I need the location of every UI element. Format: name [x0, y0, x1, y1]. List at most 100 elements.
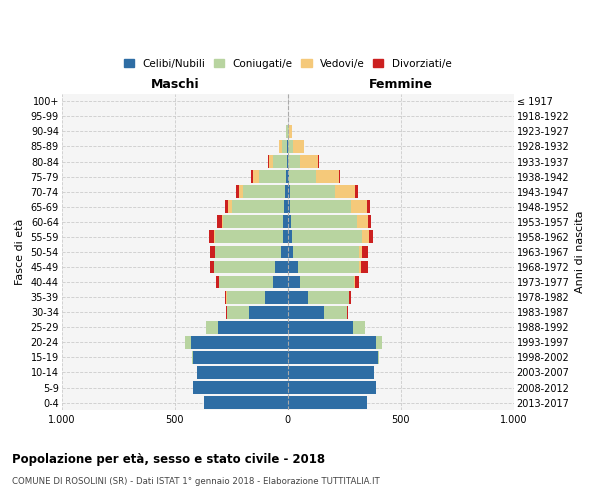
- Bar: [191, 351, 193, 364]
- Bar: [289, 125, 292, 138]
- Bar: [288, 290, 308, 304]
- Bar: [251, 170, 253, 183]
- Bar: [218, 321, 288, 334]
- Bar: [293, 246, 359, 258]
- Bar: [291, 216, 356, 228]
- Bar: [215, 246, 281, 258]
- Bar: [376, 336, 382, 348]
- Bar: [353, 321, 365, 334]
- Bar: [253, 170, 259, 183]
- Bar: [362, 246, 368, 258]
- Bar: [285, 185, 288, 198]
- Bar: [204, 396, 288, 409]
- Text: Femmine: Femmine: [369, 78, 433, 92]
- Bar: [239, 185, 243, 198]
- Bar: [288, 170, 289, 183]
- Bar: [250, 306, 288, 318]
- Bar: [275, 260, 288, 274]
- Bar: [286, 170, 288, 183]
- Bar: [214, 230, 215, 243]
- Bar: [273, 276, 288, 288]
- Bar: [378, 351, 379, 364]
- Bar: [338, 170, 340, 183]
- Bar: [288, 276, 300, 288]
- Bar: [288, 230, 292, 243]
- Bar: [300, 155, 318, 168]
- Bar: [308, 290, 349, 304]
- Bar: [288, 366, 374, 379]
- Bar: [290, 200, 352, 213]
- Bar: [292, 230, 362, 243]
- Bar: [219, 276, 273, 288]
- Bar: [215, 230, 283, 243]
- Bar: [281, 246, 288, 258]
- Bar: [193, 381, 288, 394]
- Text: Popolazione per età, sesso e stato civile - 2018: Popolazione per età, sesso e stato civil…: [12, 452, 325, 466]
- Bar: [224, 290, 226, 304]
- Bar: [288, 185, 290, 198]
- Bar: [209, 230, 214, 243]
- Bar: [288, 336, 376, 348]
- Bar: [259, 170, 286, 183]
- Y-axis label: Fasce di età: Fasce di età: [15, 218, 25, 285]
- Bar: [298, 260, 359, 274]
- Text: COMUNE DI ROSOLINI (SR) - Dati ISTAT 1° gennaio 2018 - Elaborazione TUTTITALIA.I: COMUNE DI ROSOLINI (SR) - Dati ISTAT 1° …: [12, 478, 380, 486]
- Bar: [269, 155, 273, 168]
- Bar: [268, 155, 269, 168]
- Bar: [288, 321, 353, 334]
- Bar: [288, 246, 293, 258]
- Bar: [281, 140, 287, 153]
- Bar: [335, 185, 355, 198]
- Bar: [216, 276, 218, 288]
- Bar: [288, 155, 289, 168]
- Bar: [193, 351, 288, 364]
- Bar: [232, 200, 284, 213]
- Bar: [355, 185, 358, 198]
- Bar: [226, 306, 227, 318]
- Bar: [287, 155, 288, 168]
- Bar: [288, 140, 293, 153]
- Bar: [227, 290, 265, 304]
- Bar: [265, 290, 288, 304]
- Bar: [210, 260, 214, 274]
- Bar: [359, 260, 361, 274]
- Bar: [284, 200, 288, 213]
- Bar: [288, 125, 289, 138]
- Bar: [359, 246, 362, 258]
- Text: Maschi: Maschi: [151, 78, 199, 92]
- Bar: [367, 200, 370, 213]
- Bar: [288, 381, 376, 394]
- Bar: [356, 216, 368, 228]
- Bar: [362, 230, 368, 243]
- Bar: [347, 306, 348, 318]
- Bar: [289, 155, 300, 168]
- Bar: [288, 306, 324, 318]
- Bar: [288, 216, 291, 228]
- Bar: [191, 336, 288, 348]
- Bar: [349, 290, 352, 304]
- Bar: [283, 230, 288, 243]
- Bar: [324, 306, 347, 318]
- Bar: [206, 321, 218, 334]
- Legend: Celibi/Nubili, Coniugati/e, Vedovi/e, Divorziati/e: Celibi/Nubili, Coniugati/e, Vedovi/e, Di…: [120, 54, 455, 73]
- Bar: [288, 351, 378, 364]
- Bar: [236, 185, 239, 198]
- Bar: [300, 276, 355, 288]
- Bar: [227, 306, 250, 318]
- Bar: [283, 216, 288, 228]
- Bar: [316, 170, 338, 183]
- Bar: [243, 185, 285, 198]
- Bar: [214, 260, 275, 274]
- Bar: [229, 200, 232, 213]
- Bar: [293, 140, 304, 153]
- Bar: [223, 216, 283, 228]
- Bar: [288, 200, 290, 213]
- Bar: [288, 260, 298, 274]
- Bar: [273, 155, 287, 168]
- Bar: [225, 200, 229, 213]
- Bar: [217, 216, 221, 228]
- Bar: [289, 170, 316, 183]
- Bar: [352, 200, 367, 213]
- Bar: [221, 216, 223, 228]
- Y-axis label: Anni di nascita: Anni di nascita: [575, 210, 585, 293]
